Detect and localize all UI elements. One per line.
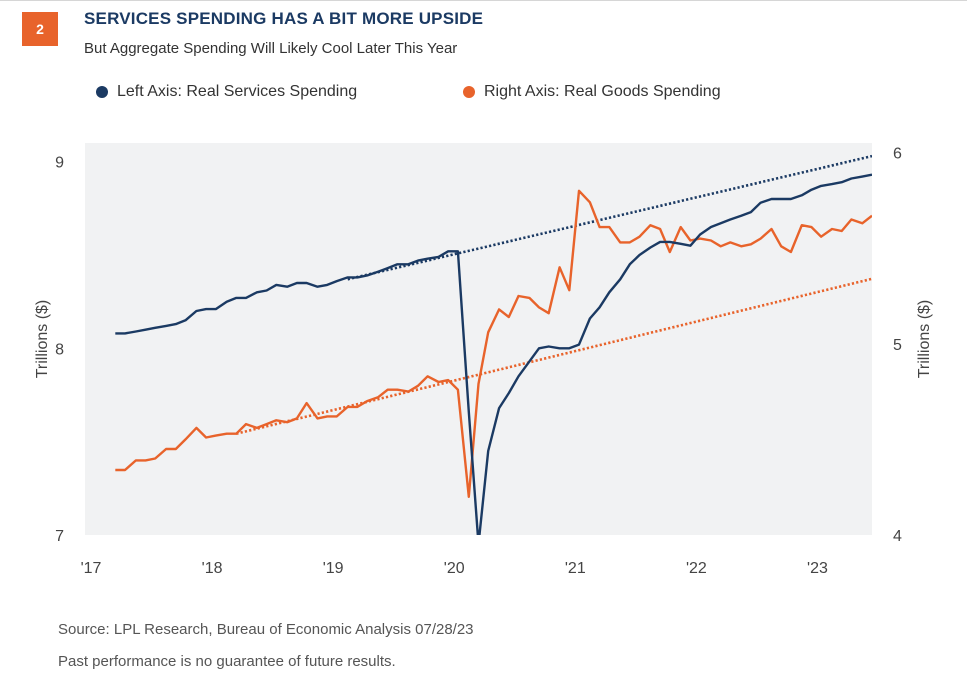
x-axis-tick-label: '20 bbox=[444, 560, 465, 577]
x-axis-tick-label: '18 bbox=[202, 560, 223, 577]
figure-number-badge: 2 bbox=[22, 12, 58, 46]
top-rule bbox=[0, 0, 967, 1]
x-axis-tick-label: '19 bbox=[323, 560, 344, 577]
x-axis-tick-label: '17 bbox=[81, 560, 102, 577]
legend-goods: Right Axis: Real Goods Spending bbox=[463, 83, 721, 101]
x-axis-tick-label: '23 bbox=[807, 560, 828, 577]
right-axis-tick-label: 5 bbox=[893, 337, 902, 354]
right-axis-tick-label: 4 bbox=[893, 528, 902, 545]
left-axis-tick-label: 9 bbox=[55, 155, 64, 172]
source-note: Source: LPL Research, Bureau of Economic… bbox=[58, 621, 474, 638]
x-axis-tick-label: '21 bbox=[565, 560, 586, 577]
goods-trend-line bbox=[235, 277, 872, 435]
legend-services-label: Left Axis: Real Services Spending bbox=[117, 83, 358, 100]
legend-goods-dot-icon bbox=[463, 86, 475, 98]
right-axis-title: Trillions ($) bbox=[916, 300, 933, 379]
services-trend-line bbox=[347, 154, 872, 281]
left-axis-tick-label: 8 bbox=[55, 341, 64, 358]
legend-services: Left Axis: Real Services Spending bbox=[96, 83, 357, 101]
services-spending-line bbox=[115, 173, 872, 535]
legend-goods-label: Right Axis: Real Goods Spending bbox=[484, 83, 721, 100]
right-axis-tick-label: 6 bbox=[893, 146, 902, 163]
left-axis-title: Trillions ($) bbox=[34, 300, 51, 379]
plot-area bbox=[85, 143, 872, 535]
legend-services-dot-icon bbox=[96, 86, 108, 98]
chart-subtitle: But Aggregate Spending Will Likely Cool … bbox=[84, 40, 458, 57]
left-axis-tick-label: 7 bbox=[55, 528, 64, 545]
x-axis-tick-label: '22 bbox=[686, 560, 707, 577]
goods-spending-line bbox=[115, 189, 872, 498]
chart-title: SERVICES SPENDING HAS A BIT MORE UPSIDE bbox=[84, 9, 484, 28]
disclaimer-note: Past performance is no guarantee of futu… bbox=[58, 653, 396, 670]
